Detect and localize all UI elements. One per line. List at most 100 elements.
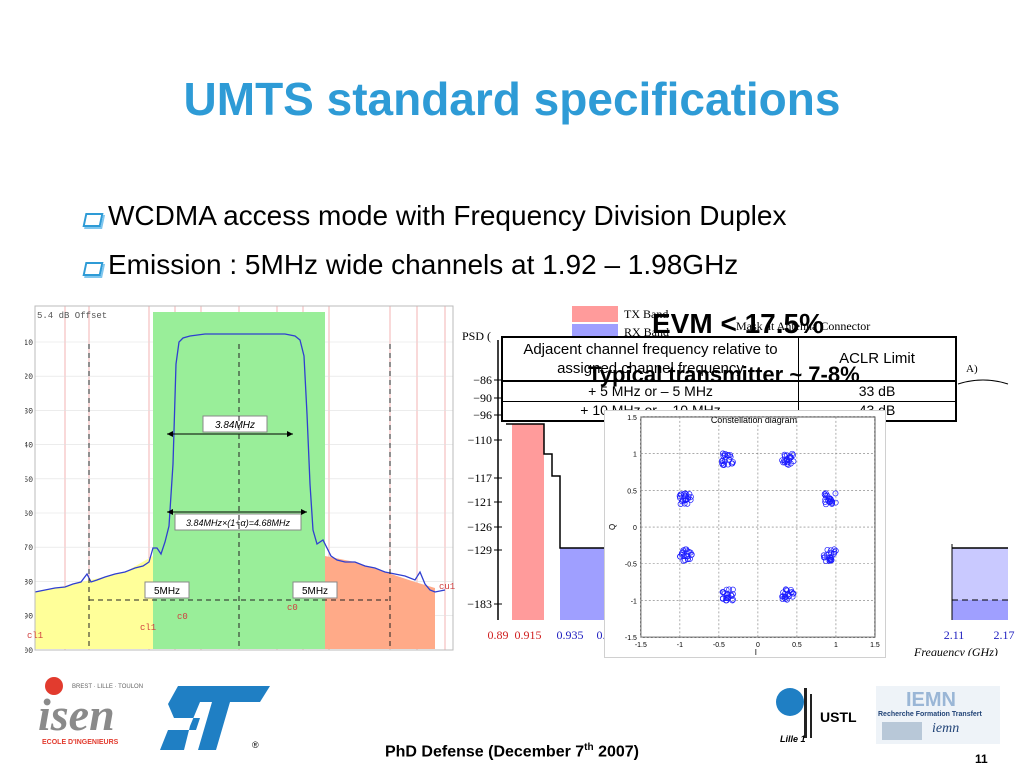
constellation-x-tick: 1.5 [870,642,880,649]
page-number: 11 [975,752,988,766]
psd-x-tick: 2.11 [944,628,965,642]
evm-spec: EVM < 17.5% [652,308,824,339]
spectrum-y-tick: -20 [25,373,33,382]
psd-y-tick: −86 [473,373,492,387]
spectrum-y-tick: -100 [25,647,33,656]
constellation-point [825,497,832,504]
st-logo: ST ® [160,686,270,750]
constellation-point [831,546,838,553]
constellation-y-tick: -1 [631,598,637,605]
constellation-x-tick: 0 [756,642,760,649]
channel-boundaries [88,344,391,650]
constellation-point [728,592,735,599]
occupied-bandwidth-label: 3.84MHz×(1+α)=4.68MHz [186,518,290,528]
bullet-emission: Emission : 5MHz wide channels at 1.92 – … [82,249,738,281]
marker-label: cl1 [27,631,43,641]
constellation-point [728,592,734,598]
constellation-point [828,553,835,560]
spectrum-y-tick: -70 [25,544,33,553]
aclr-header-frequency: Adjacent channel frequency relative to a… [503,338,799,382]
constellation-point [785,461,792,468]
constellation-diagram: Constellation diagram -1.5 -1 -0.5 0 0.5 1 1.5… [604,410,886,658]
constellation-point [720,462,727,469]
constellation-point [720,589,727,596]
bandwidth-label: 3.84MHz [215,420,255,431]
svg-text:iemn: iemn [932,721,959,736]
marker-label: cu1 [439,582,455,592]
rx-band-bar-2100-low [952,600,1008,620]
bullet-box-icon [82,262,104,276]
constellation-x-tick: 1 [834,642,838,649]
lower-adjacent-fill [35,556,153,649]
constellation-point [729,597,736,604]
iemn-subtitle: Recherche Formation Transfert [878,711,983,718]
constellation-point [784,587,791,594]
constellation-point [677,501,684,507]
spectrum-y-tick: -90 [25,613,33,622]
constellation-x-tick: -1 [677,642,683,649]
psd-y-ticks: −86 −90 −96 −110 −117 −121 −126 −129 −183 [467,373,502,611]
constellation-point [725,452,732,459]
typical-transmitter: Typical transmitter ~ 7-8% [588,362,860,387]
constellation-point [822,558,829,564]
constellation-point [726,586,733,593]
marker-label: cl1 [140,623,156,633]
legend-tx-band: TX Band [624,307,668,321]
constellation-points [676,450,839,604]
psd-x-tick: 0.935 [557,628,584,642]
constellation-point [721,452,728,459]
constellation-point [680,557,687,564]
constellation-xlabel: I [755,648,757,657]
footer-text: PhD Defense (December 7th 2007) [384,742,639,761]
constellation-point [827,547,834,554]
spectrum-y-ticks: -10 -20 -30 -40 -50 -60 -70 -80 -90 -100 [25,339,33,656]
constellation-y-tick: -1.5 [625,635,637,642]
psd-y-tick: −183 [467,597,492,611]
constellation-point [678,491,684,498]
psd-y-label: PSD ( [462,329,491,343]
psd-x-ticks: 0.89 0.915 0.935 0.9 2.11 2.17 [488,628,1015,642]
isen-subtitle: ECOLE D'INGENIEURS [42,739,119,746]
spectrum-y-tick: -10 [25,339,33,348]
iemn-logo: IEMN Recherche Formation Transfert iemn [876,686,1000,744]
isen-logo: BREST · LILLE · TOULON isen ECOLE D'INGE… [36,674,166,746]
constellation-x-tick: 0.5 [792,642,802,649]
legend-rx-band: RX Band [624,325,669,339]
aclr-row-freq: + 5 MHz or – 5 MHz [503,382,799,402]
psd-y-tick: −117 [468,471,492,485]
psd-x-tick: 2.17 [994,628,1015,642]
constellation-point [828,550,834,557]
bullet-text: WCDMA access mode with Frequency Divisio… [108,200,787,231]
marker-label: c0 [287,603,298,613]
psd-x-label: Frequency (GHz) [913,645,998,656]
aclr-header-limit: ACLR Limit [799,338,955,382]
constellation-point [686,555,693,562]
constellation-y-tick: -0.5 [625,562,637,569]
psd-y-tick: −90 [473,391,492,405]
marker-label: c0 [177,612,188,622]
constellation-point [824,546,831,553]
constellation-point [832,499,839,506]
psd-y-tick: −96 [473,408,492,422]
constellation-point [832,490,839,497]
spectrum-analyzer-plot: 5.4 dB Offset -10 -20 -30 -40 -50 -60 -70 -80 -9… [25,304,455,656]
constellation-point [721,458,728,465]
constellation-point [831,549,838,556]
constellation-point [678,498,685,505]
psd-y-tick: −121 [467,495,492,509]
spacing-right-label: 5MHz [302,586,328,597]
spectrum-y-tick: -60 [25,510,33,519]
iemn-wordmark: IEMN [906,689,956,711]
constellation-y-tick: 1.5 [627,415,637,422]
isen-wordmark: isen [38,689,115,740]
bullet-wcdma: WCDMA access mode with Frequency Divisio… [82,200,787,232]
tx-band-bar [512,424,544,620]
constellation-point [821,554,827,561]
spectrum-y-tick: -40 [25,442,33,451]
constellation-point [789,593,796,600]
constellation-x-tick: -0.5 [713,642,725,649]
spectrum-y-tick: -80 [25,578,33,587]
constellation-point [721,590,728,597]
constellation-point [687,497,694,503]
lille-wordmark: Lille 1 [780,734,806,744]
